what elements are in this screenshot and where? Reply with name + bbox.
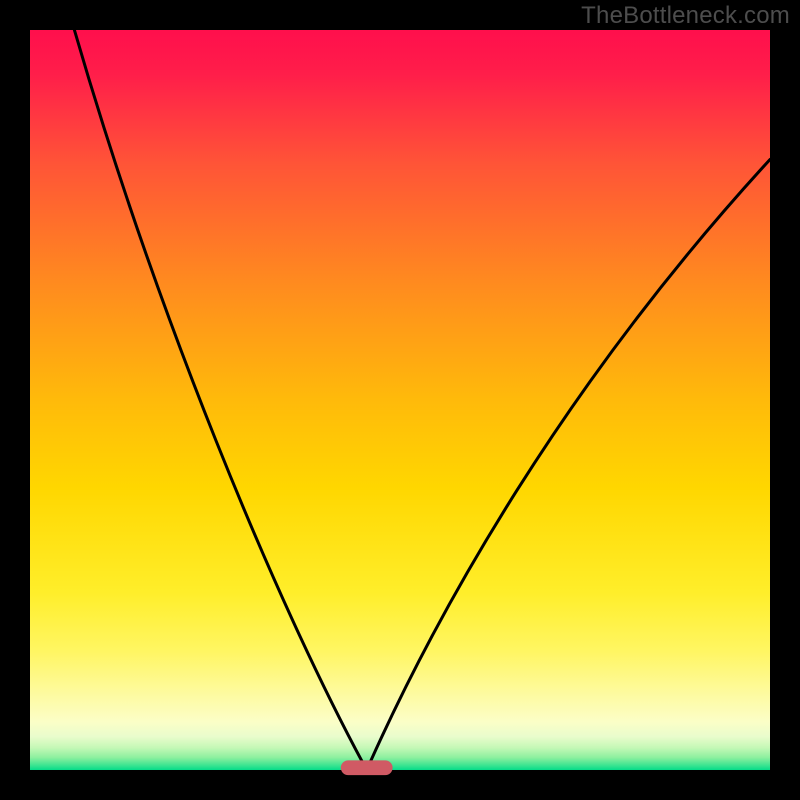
bottleneck-chart-svg bbox=[0, 0, 800, 800]
optimum-marker bbox=[341, 760, 393, 775]
chart-canvas: TheBottleneck.com bbox=[0, 0, 800, 800]
plot-background bbox=[30, 30, 770, 770]
